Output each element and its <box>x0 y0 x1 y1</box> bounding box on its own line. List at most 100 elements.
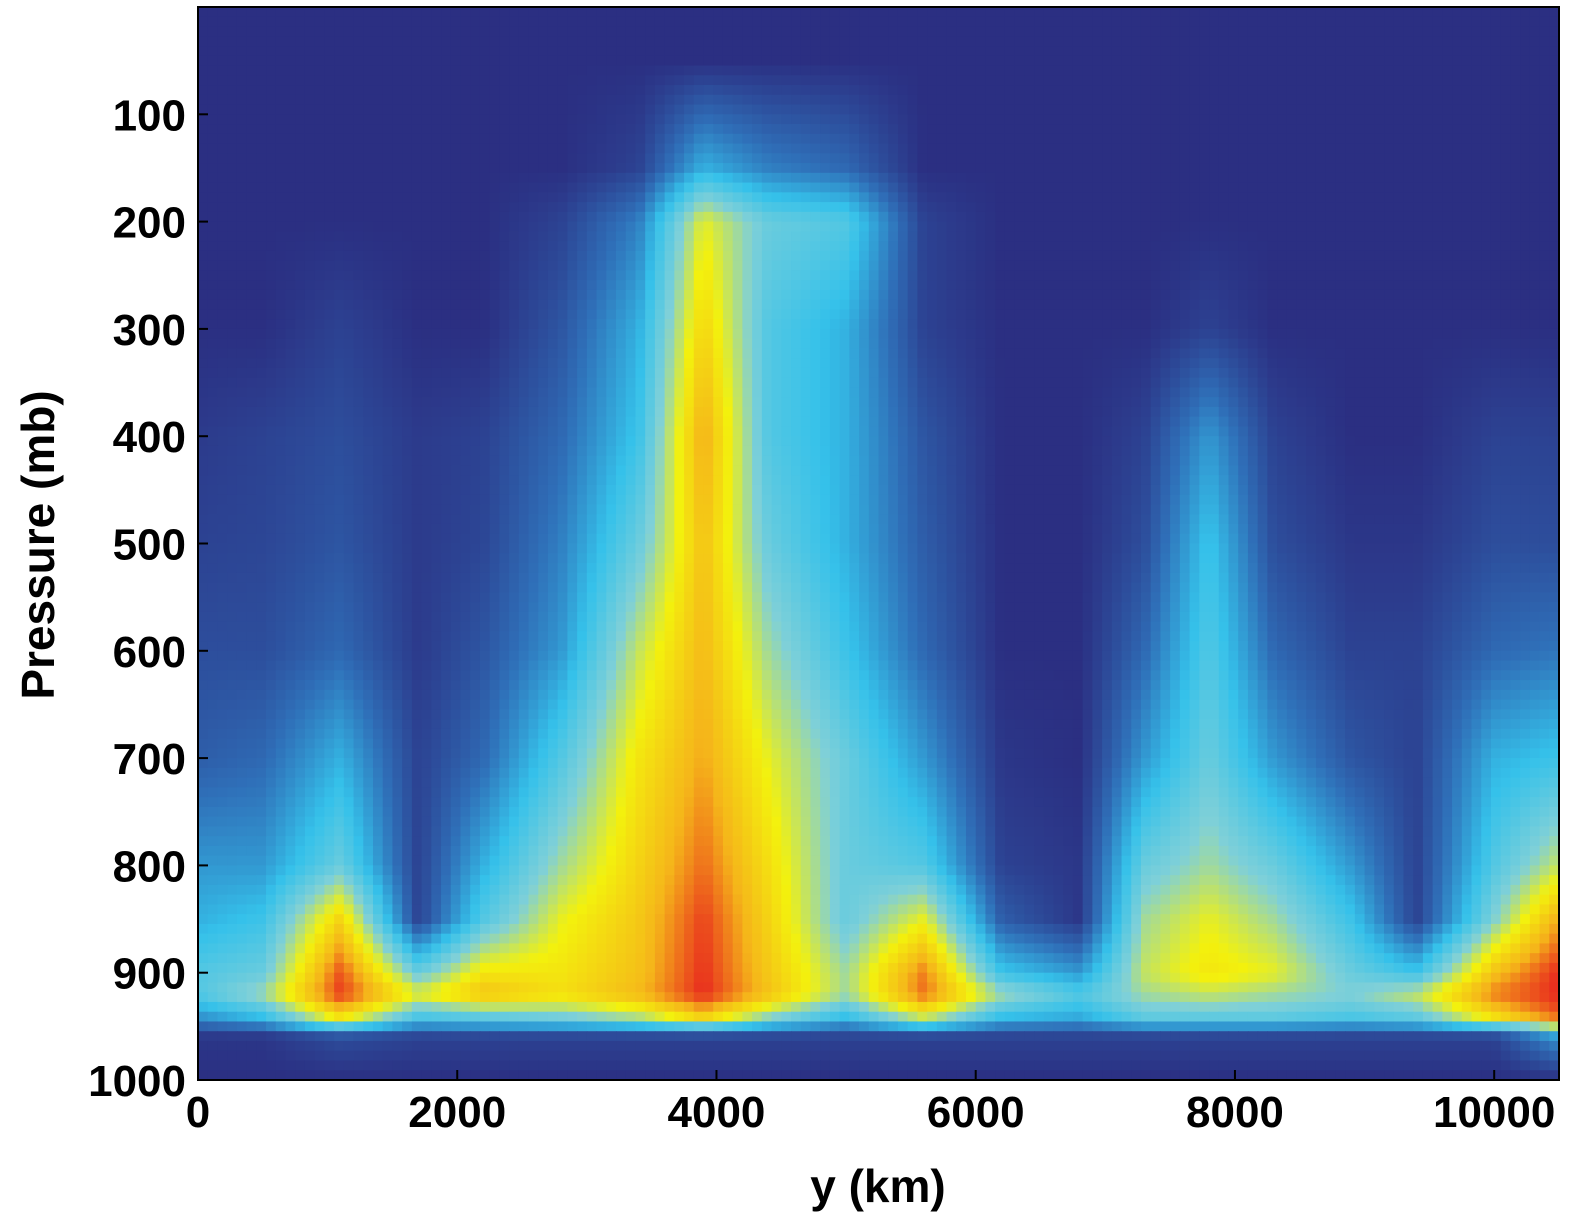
heatmap-cell <box>616 260 627 271</box>
heatmap-cell <box>820 289 831 301</box>
heatmap-cell <box>1199 172 1210 184</box>
heatmap-cell <box>557 172 569 184</box>
heatmap-cell <box>557 289 569 301</box>
heatmap-cell <box>1257 250 1268 262</box>
heatmap-cell <box>703 124 714 135</box>
heatmap-cell <box>1442 231 1453 242</box>
heatmap-cell <box>557 241 569 252</box>
heatmap-cell <box>732 192 743 203</box>
heatmap-cell <box>713 75 724 86</box>
heatmap-cell <box>1218 163 1230 174</box>
heatmap-cell <box>791 280 802 291</box>
heatmap-cell <box>1218 143 1230 154</box>
heatmap-cell <box>878 182 889 193</box>
heatmap-cell <box>1286 75 1298 86</box>
heatmap-cell <box>781 231 792 242</box>
heatmap-cell <box>684 289 695 301</box>
heatmap-cell <box>295 36 306 47</box>
heatmap-cell <box>1267 163 1278 174</box>
heatmap-cell <box>713 348 724 359</box>
heatmap-cell <box>441 124 452 135</box>
heatmap-cell <box>839 319 850 330</box>
heatmap-cell <box>732 65 743 76</box>
heatmap-cell <box>343 153 355 164</box>
heatmap-cell <box>1374 46 1385 57</box>
heatmap-cell <box>411 55 423 67</box>
heatmap-cell <box>1189 289 1200 301</box>
heatmap-cell <box>1539 85 1550 96</box>
heatmap-cell <box>441 36 452 47</box>
heatmap-cell <box>1063 133 1074 145</box>
heatmap-cell <box>411 348 423 359</box>
heatmap-cell <box>927 231 938 242</box>
heatmap-cell <box>956 289 967 301</box>
heatmap-cell <box>800 124 812 135</box>
heatmap-cell <box>1228 46 1239 57</box>
heatmap-cell <box>596 85 607 96</box>
heatmap-cell <box>606 75 617 86</box>
heatmap-cell <box>1024 124 1035 135</box>
heatmap-cell <box>227 94 238 106</box>
heatmap-cell <box>606 270 617 281</box>
heatmap-cell <box>1043 85 1055 96</box>
heatmap-cell <box>567 328 578 340</box>
heatmap-cell <box>1306 192 1317 203</box>
heatmap-cell <box>1452 221 1463 232</box>
heatmap-cell <box>1267 202 1278 213</box>
heatmap-cell <box>1034 192 1045 203</box>
heatmap-cell <box>868 299 880 310</box>
heatmap-cell <box>470 211 481 223</box>
heatmap-cell <box>256 328 267 340</box>
heatmap-cell <box>1384 299 1395 310</box>
heatmap-cell <box>1111 153 1123 164</box>
heatmap-cell <box>888 65 899 76</box>
heatmap-cell <box>1111 319 1123 330</box>
heatmap-cell <box>1452 280 1463 291</box>
heatmap-cell <box>713 221 724 232</box>
heatmap-cell <box>421 75 432 86</box>
heatmap-cell <box>732 319 743 330</box>
heatmap-cell <box>1199 46 1210 57</box>
heatmap-cell <box>625 241 637 252</box>
heatmap-cell <box>1170 153 1181 164</box>
heatmap-cell <box>295 309 306 320</box>
heatmap-cell <box>1335 55 1346 67</box>
heatmap-cell <box>1354 133 1366 145</box>
heatmap-cell <box>917 338 928 349</box>
heatmap-cell <box>1354 192 1366 203</box>
heatmap-cell <box>596 46 607 57</box>
heatmap-cell <box>295 65 306 76</box>
heatmap-cell <box>499 289 510 301</box>
heatmap-cell <box>927 124 938 135</box>
heatmap-cell <box>392 104 403 115</box>
heatmap-cell <box>606 7 617 18</box>
heatmap-cell <box>246 202 257 213</box>
heatmap-cell <box>868 182 880 193</box>
heatmap-cell <box>849 85 860 96</box>
heatmap-cell <box>402 241 413 252</box>
heatmap-cell <box>645 163 656 174</box>
heatmap-cell <box>1520 250 1531 262</box>
heatmap-cell <box>1277 65 1288 76</box>
heatmap-cell <box>635 26 646 37</box>
heatmap-cell <box>975 260 987 271</box>
heatmap-cell <box>1335 65 1346 76</box>
heatmap-cell <box>781 289 792 301</box>
heatmap-cell <box>713 36 724 47</box>
heatmap-cell <box>684 348 695 359</box>
heatmap-cell <box>1286 192 1298 203</box>
heatmap-cell <box>441 85 452 96</box>
heatmap-cell <box>1247 65 1259 76</box>
heatmap-cell <box>363 133 374 145</box>
heatmap-cell <box>1539 7 1550 18</box>
heatmap-cell <box>470 260 481 271</box>
heatmap-cell <box>547 94 559 106</box>
heatmap-cell <box>995 85 1006 96</box>
heatmap-cell <box>917 7 928 18</box>
heatmap-cell <box>324 94 335 106</box>
heatmap-cell <box>1277 280 1288 291</box>
heatmap-cell <box>829 163 841 174</box>
heatmap-cell <box>732 250 743 262</box>
heatmap-cell <box>207 124 219 135</box>
heatmap-cell <box>703 260 714 271</box>
